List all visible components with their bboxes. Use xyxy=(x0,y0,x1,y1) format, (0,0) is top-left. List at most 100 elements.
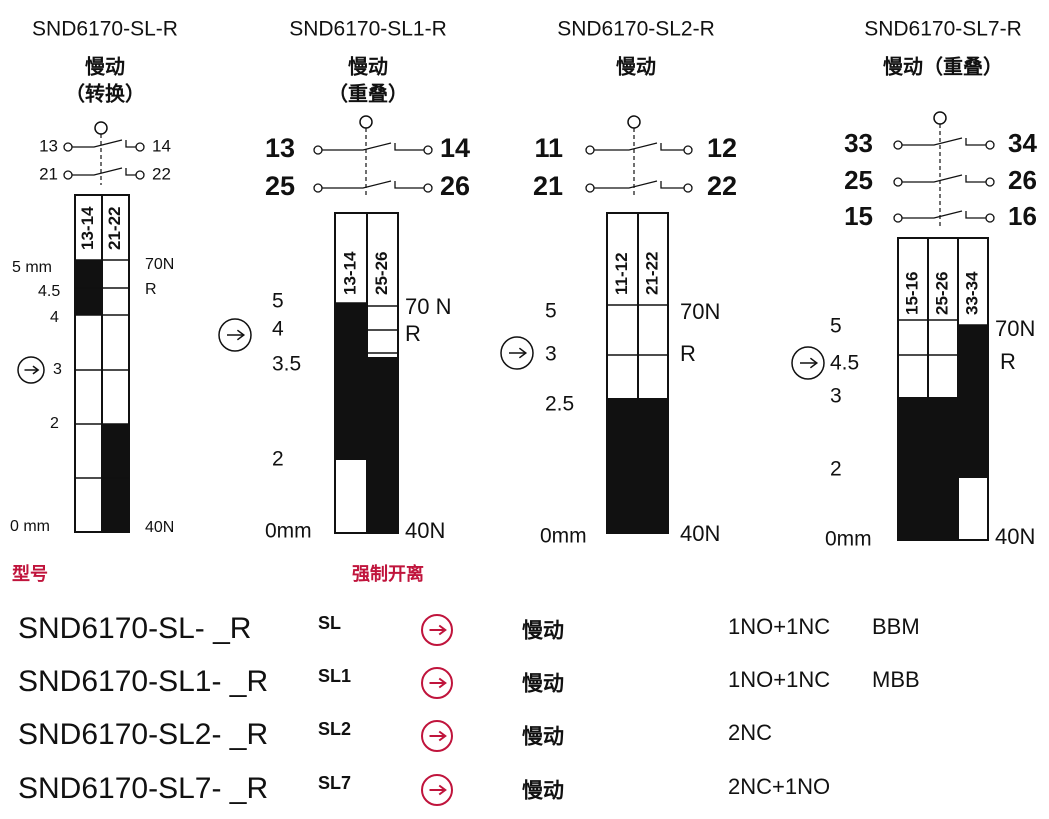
travel-label: 3.5 xyxy=(272,353,301,376)
contact-right: 16 xyxy=(1008,201,1037,231)
travel-closed xyxy=(367,357,398,533)
arrow-icon xyxy=(500,336,534,370)
travel-label: 4.5 xyxy=(38,283,60,300)
row-code: SL xyxy=(318,613,341,633)
terminal xyxy=(985,140,995,150)
forced-label: 强制开离 xyxy=(352,563,424,584)
terminal xyxy=(893,177,903,187)
travel-label: 0mm xyxy=(265,520,312,543)
terminal xyxy=(585,145,595,155)
force-label: 70 N xyxy=(405,294,451,319)
arrow-icon xyxy=(421,774,453,806)
travel-label: 2 xyxy=(830,458,842,481)
row-mode: MBB xyxy=(872,667,920,692)
arrow-icon xyxy=(421,667,453,699)
terminal xyxy=(135,142,145,152)
actuator xyxy=(359,115,373,129)
contact-right: 12 xyxy=(707,133,737,163)
travel-label: 5 xyxy=(545,300,557,323)
contact-left: 13 xyxy=(39,136,58,155)
travel-label: 0mm xyxy=(825,528,872,551)
row-contacts: 2NC+1NO xyxy=(728,774,830,799)
travel-label: 5 mm xyxy=(12,259,52,276)
contact-left: 25 xyxy=(265,171,295,201)
terminal xyxy=(585,183,595,193)
terminal xyxy=(893,213,903,223)
contact-switch xyxy=(594,180,684,189)
contact-switch xyxy=(72,139,136,148)
contact-right: 22 xyxy=(707,171,737,201)
contact-right: 26 xyxy=(1008,165,1037,195)
force-label: 70N xyxy=(680,299,720,324)
row-code: SL2 xyxy=(318,719,351,739)
terminal xyxy=(313,183,323,193)
travel-label: 0 mm xyxy=(10,518,50,535)
arrow-icon-head xyxy=(236,329,246,341)
actuator xyxy=(627,115,641,129)
travel-label: 3 xyxy=(545,343,557,366)
terminal xyxy=(683,145,693,155)
terminal xyxy=(423,183,433,193)
travel-label: 2.5 xyxy=(545,393,574,416)
contact-right: 22 xyxy=(152,164,171,183)
travel-label: 4.5 xyxy=(830,352,859,375)
travel-label: 2 xyxy=(272,448,284,471)
travel-label: 2 xyxy=(50,415,59,432)
arrow-icon xyxy=(421,614,453,646)
terminal xyxy=(985,213,995,223)
row-code: SL1 xyxy=(318,666,351,686)
force-label: 70N xyxy=(995,316,1035,341)
travel-closed xyxy=(335,303,367,460)
terminal xyxy=(683,183,693,193)
actuator xyxy=(94,121,108,135)
contact-left: 25 xyxy=(844,165,873,195)
contact-switch xyxy=(902,137,986,146)
arrow-icon-head xyxy=(32,365,40,375)
actuator xyxy=(933,111,947,125)
column-header: 11-12 xyxy=(612,252,631,295)
travel-closed xyxy=(958,325,988,478)
column-header: 33-34 xyxy=(962,271,981,315)
travel-label: 5 xyxy=(272,290,284,313)
force-label: R xyxy=(145,281,157,298)
terminal xyxy=(313,145,323,155)
contact-left: 33 xyxy=(844,128,873,158)
row-contacts: 1NO+1NC xyxy=(728,614,830,639)
row-contacts: 2NC xyxy=(728,720,772,745)
terminal xyxy=(423,145,433,155)
force-label: 70N xyxy=(145,256,174,273)
force-label: R xyxy=(405,321,421,346)
travel-closed xyxy=(898,397,928,540)
contact-switch xyxy=(72,167,136,176)
contact-right: 34 xyxy=(1008,128,1037,158)
arrow-icon-head xyxy=(518,347,528,359)
row-contacts: 1NO+1NC xyxy=(728,667,830,692)
contact-switch xyxy=(902,210,986,219)
row-action: 慢动 xyxy=(522,672,564,696)
arrow-icon-head xyxy=(438,624,447,636)
row-model: SND6170-SL2- _R xyxy=(18,718,268,751)
row-model: SND6170-SL7- _R xyxy=(18,772,268,805)
travel-closed xyxy=(638,398,668,533)
contact-left: 21 xyxy=(39,164,58,183)
model-label: 型号 xyxy=(12,563,48,584)
diagram-subtitle: 慢动 xyxy=(616,54,656,78)
column-header: 21-22 xyxy=(642,252,661,295)
force-label: 40N xyxy=(405,518,445,543)
diagram-title: SND6170-SL2-R xyxy=(557,18,715,41)
contact-left: 13 xyxy=(265,133,295,163)
arrow-icon xyxy=(421,720,453,752)
column-header: 25-26 xyxy=(932,272,951,315)
travel-closed xyxy=(607,398,638,533)
arrow-icon xyxy=(218,318,252,352)
contact-switch xyxy=(322,180,424,189)
terminal xyxy=(893,140,903,150)
diagram-subtitle: 慢动（重叠） xyxy=(883,54,1003,78)
row-model: SND6170-SL- _R xyxy=(18,612,251,645)
force-label: R xyxy=(680,341,696,366)
arrow-icon-head xyxy=(438,784,447,796)
arrow-icon xyxy=(791,346,825,380)
diagram-title: SND6170-SL7-R xyxy=(864,18,1022,41)
terminal xyxy=(985,177,995,187)
